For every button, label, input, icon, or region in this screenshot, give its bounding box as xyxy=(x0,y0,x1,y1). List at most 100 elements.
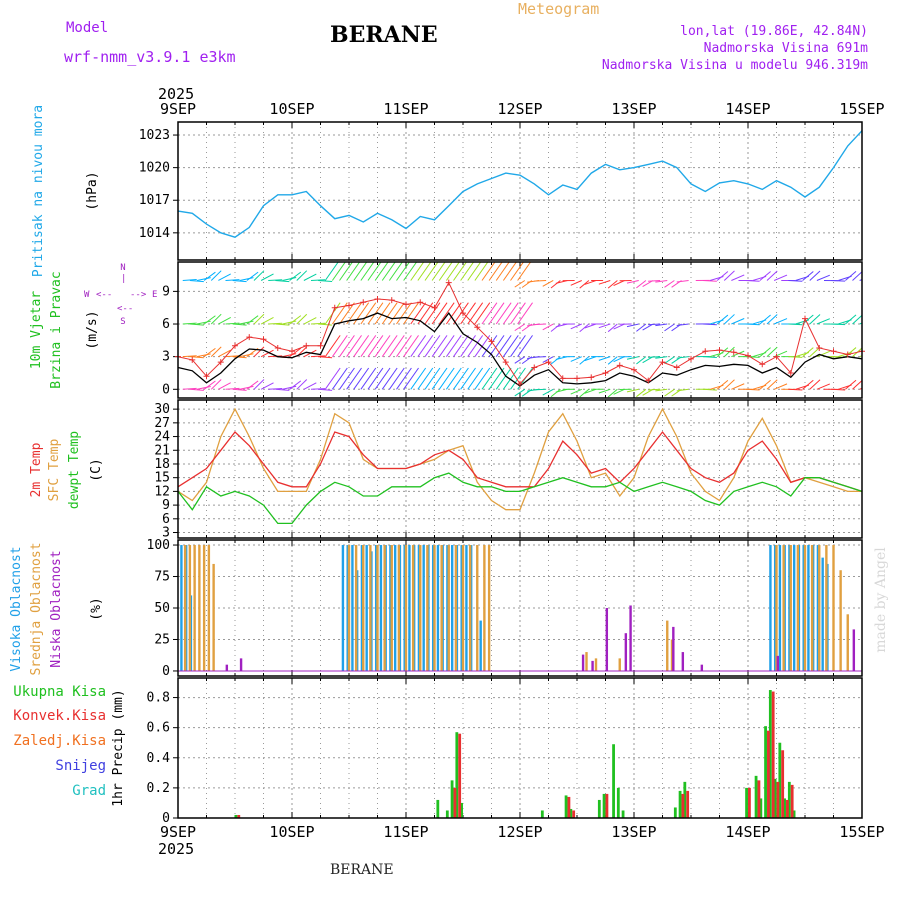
wind-arrow xyxy=(852,379,862,390)
wind-arrow xyxy=(353,302,370,325)
gust-marker xyxy=(759,361,766,368)
conv-precip-bar xyxy=(776,781,780,818)
high-cloud-bar xyxy=(465,545,468,671)
x-tick-label-bottom: 11SEP xyxy=(383,823,428,841)
wind-arrow xyxy=(831,323,846,326)
y-tick-label: 0.4 xyxy=(147,751,171,766)
total-precip-bar xyxy=(778,742,782,818)
gust-marker xyxy=(659,359,666,366)
wind-arrow xyxy=(196,277,211,281)
low-cloud-bar xyxy=(852,629,856,671)
wind-arrow xyxy=(636,323,647,332)
wind-arrow xyxy=(481,302,498,325)
wind-arrow xyxy=(310,388,326,390)
wind-arrow xyxy=(502,335,519,357)
wind-arrow xyxy=(296,313,308,325)
wind-arrow xyxy=(246,315,259,325)
gust-marker xyxy=(417,299,424,306)
mid-cloud-bar xyxy=(468,545,472,671)
gust-marker xyxy=(502,359,509,366)
wind-arrow xyxy=(232,356,247,359)
wind-arrow xyxy=(318,356,333,359)
wind-arrow xyxy=(225,322,240,325)
wind-arrow xyxy=(467,335,484,357)
gust-marker xyxy=(616,362,623,369)
conv-precip-bar xyxy=(572,810,576,818)
sfc-title: SFC Temp xyxy=(47,439,62,502)
wind-arrow xyxy=(196,385,211,390)
gust-marker xyxy=(346,302,352,309)
wind-arrow xyxy=(613,388,625,395)
total-precip-bar xyxy=(234,814,238,818)
wind-arrow xyxy=(417,367,434,390)
wind-arrow xyxy=(542,356,554,363)
compass-east: E xyxy=(152,290,157,300)
wind-arrow xyxy=(773,383,788,390)
wind-arrow xyxy=(282,353,297,358)
y-tick-label: 0 xyxy=(162,664,170,679)
wind-arrow xyxy=(453,367,469,390)
wind-arrow xyxy=(431,335,448,357)
wind-arrow xyxy=(550,323,561,332)
low-cloud-bar xyxy=(624,633,628,671)
high-cloud-bar xyxy=(341,545,345,671)
mid-cloud-bar xyxy=(419,545,422,671)
wind-arrow xyxy=(324,335,341,357)
wind-arrow xyxy=(424,302,441,325)
wind-arrow xyxy=(282,385,297,390)
model-label: Model xyxy=(66,20,109,36)
wind-arrow xyxy=(816,274,831,281)
wind-arrow xyxy=(766,379,778,390)
wind-arrow xyxy=(182,387,197,390)
wind-arrow xyxy=(510,335,526,357)
gust-marker xyxy=(460,310,466,317)
temp-title: 2m Temp xyxy=(29,442,44,497)
wind-arrow xyxy=(845,379,857,390)
total-precip-bar xyxy=(792,810,796,818)
conv-precip-bar xyxy=(681,793,685,818)
wind-arrow xyxy=(239,320,254,325)
x-tick-label-top: 14SEP xyxy=(725,100,770,118)
y-tick-label: 9 xyxy=(162,498,170,513)
wind-arrow xyxy=(203,315,216,325)
wind-arrow xyxy=(239,353,254,358)
wind-arrow xyxy=(716,314,729,325)
low-cloud-bar xyxy=(681,652,685,671)
wind-arrow xyxy=(367,367,384,390)
total-precip-bar xyxy=(673,807,677,818)
wind-arrow xyxy=(852,314,862,325)
wind-arrow xyxy=(260,273,274,281)
conv-precip-bar xyxy=(790,784,794,818)
wind-arrow xyxy=(282,320,297,325)
wind-arrow xyxy=(816,350,831,358)
y-tick-label: 12 xyxy=(154,484,170,499)
wind-arrow xyxy=(534,388,547,391)
high-cloud-bar xyxy=(374,545,378,671)
wind-arrow xyxy=(510,302,526,325)
low-cloud-bar xyxy=(591,660,594,671)
wind-arrow xyxy=(460,367,476,390)
wind-arrow xyxy=(570,388,582,395)
mid-cloud-bar xyxy=(433,545,436,671)
wind-arrow xyxy=(510,367,526,390)
wind-arrow xyxy=(246,271,259,281)
wind-arrow xyxy=(809,379,821,390)
gust-marker xyxy=(531,364,538,371)
model-altitude-label: Nadmorska Visina u modelu 946.319m xyxy=(601,58,868,73)
wind-arrow xyxy=(716,379,729,390)
total-precip-bar xyxy=(754,775,758,818)
gust-marker xyxy=(673,364,680,371)
wind-arrow xyxy=(310,279,326,281)
wind-arrow xyxy=(189,356,204,359)
low-cloud-bar xyxy=(700,664,704,671)
wind-arrow xyxy=(550,356,561,365)
mid-cloud-bar xyxy=(782,545,785,671)
wind-arrow xyxy=(648,323,661,326)
wind-arrow xyxy=(260,349,274,358)
wind-arrow xyxy=(381,367,398,390)
wind-arrow xyxy=(360,335,377,357)
wind-arrow xyxy=(481,367,498,390)
wind-arrow xyxy=(253,313,265,325)
total-precip-bar xyxy=(683,781,687,818)
wind-arrow xyxy=(218,349,231,358)
